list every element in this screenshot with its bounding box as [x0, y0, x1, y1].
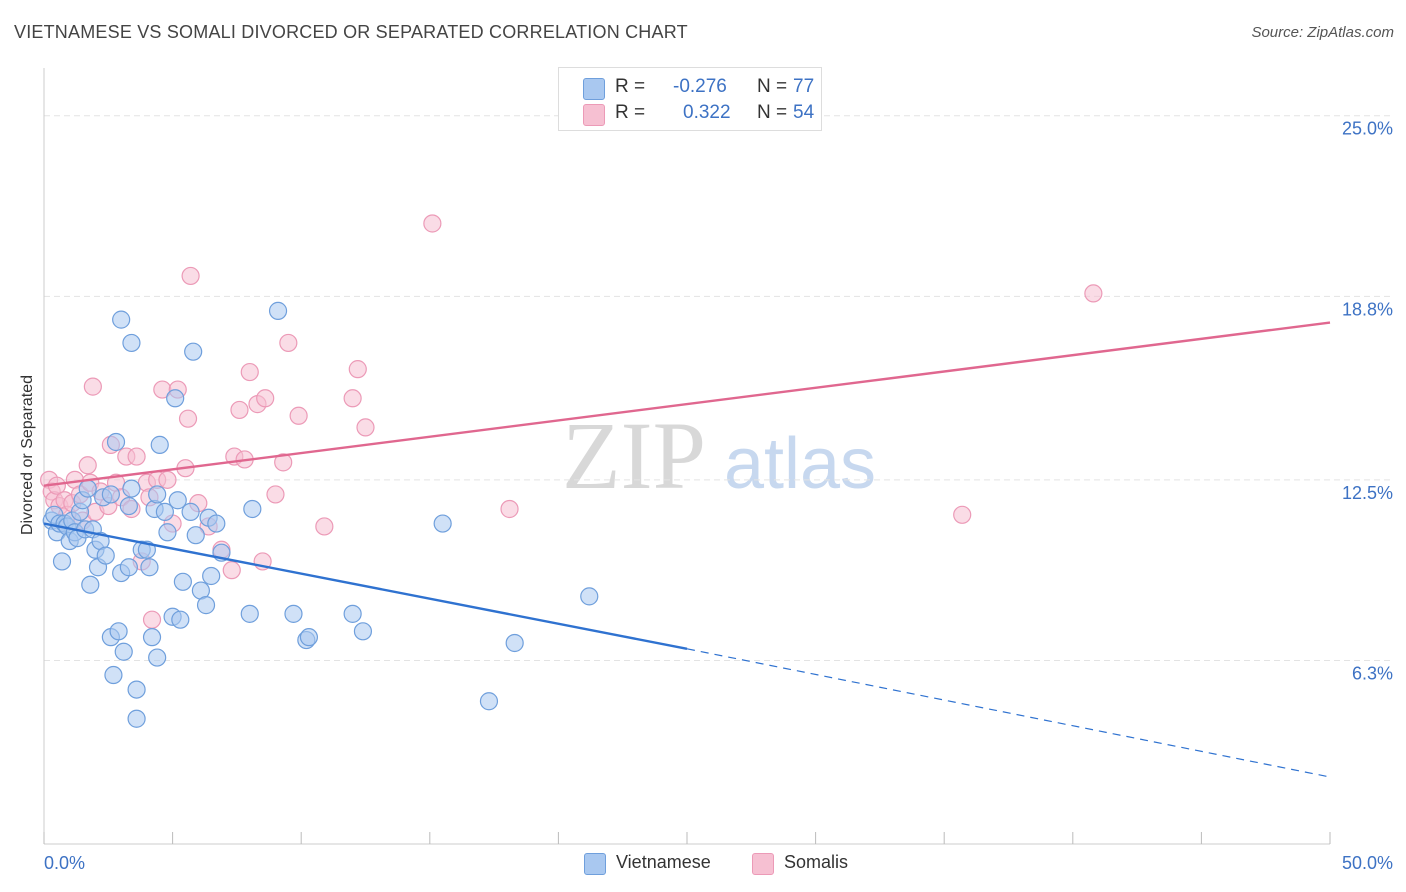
data-point-vietnamese [181, 502, 200, 521]
bottom-legend-label: Somalis [784, 852, 849, 872]
trend-line-somalis [43, 321, 1331, 487]
data-point-vietnamese [140, 558, 159, 577]
data-point-somalis [289, 406, 308, 425]
data-point-vietnamese [207, 514, 226, 533]
legend-swatch-somalis [583, 104, 605, 126]
data-point-somalis [222, 561, 241, 580]
data-point-vietnamese [186, 526, 205, 545]
data-point-vietnamese [142, 628, 162, 647]
data-point-somalis [178, 409, 198, 428]
watermark-atlas: atlas [724, 424, 876, 504]
data-point-vietnamese [119, 558, 138, 577]
legend-swatch-vietnamese [583, 78, 605, 100]
data-point-somalis [279, 333, 298, 353]
data-point-somalis [343, 389, 362, 408]
data-point-vietnamese [168, 491, 187, 510]
data-point-somalis [230, 400, 249, 420]
data-point-vietnamese [433, 514, 452, 533]
data-point-vietnamese [155, 502, 174, 521]
data-point-vietnamese [114, 642, 133, 661]
data-point-somalis [256, 389, 275, 408]
data-point-vietnamese [173, 572, 192, 591]
y-tick-label: 18.8% [1342, 299, 1393, 319]
data-point-somalis [266, 485, 285, 504]
x-tick-label: 50.0% [1342, 853, 1393, 873]
data-point-somalis [142, 610, 162, 629]
data-point-vietnamese [148, 485, 167, 504]
legend-r-label: R = [615, 76, 646, 97]
data-point-vietnamese [81, 575, 100, 594]
bottom-legend-label: Vietnamese [616, 852, 711, 872]
data-point-vietnamese [268, 301, 288, 320]
chart-title: VIETNAMESE VS SOMALI DIVORCED OR SEPARAT… [14, 22, 688, 42]
data-point-vietnamese [52, 552, 72, 571]
bottom-legend-swatch [584, 853, 606, 875]
data-point-vietnamese [580, 587, 599, 606]
data-point-somalis [356, 418, 375, 437]
data-point-vietnamese [148, 648, 167, 667]
y-tick-label: 6.3% [1352, 663, 1393, 683]
data-point-somalis [158, 470, 177, 489]
data-point-vietnamese [343, 604, 362, 623]
data-point-vietnamese [101, 485, 120, 504]
data-point-vietnamese [196, 596, 216, 615]
data-point-vietnamese [166, 389, 185, 408]
data-point-vietnamese [150, 435, 169, 454]
watermark-zip: ZIP [562, 402, 706, 509]
data-point-somalis [423, 214, 442, 233]
data-point-somalis [240, 362, 259, 382]
data-point-vietnamese [240, 604, 259, 623]
data-point-vietnamese [127, 680, 146, 699]
data-point-vietnamese [112, 310, 131, 329]
data-point-somalis [127, 447, 146, 466]
data-point-vietnamese [158, 523, 177, 542]
x-tick-label: 0.0% [44, 853, 85, 873]
data-point-vietnamese [122, 479, 141, 498]
correlation-legend: R = -0.276 N = 77 R = 0.322 N = 54 [558, 67, 822, 131]
data-point-somalis [83, 377, 102, 396]
data-point-vietnamese [78, 479, 97, 498]
data-point-somalis [274, 453, 293, 472]
legend-r-value: -0.276 [673, 76, 727, 97]
legend-n-label: N = [757, 76, 788, 97]
data-point-vietnamese [119, 496, 138, 516]
data-point-vietnamese [479, 692, 499, 711]
data-point-vietnamese [109, 622, 128, 641]
data-point-vietnamese [353, 622, 373, 641]
legend-n-value: 54 [793, 102, 815, 123]
data-point-vietnamese [202, 566, 221, 586]
data-point-vietnamese [127, 709, 146, 728]
trend-line-extension-vietnamese [686, 648, 1331, 778]
data-point-somalis [1084, 284, 1103, 303]
source-note: Source: ZipAtlas.com [1251, 24, 1394, 41]
data-point-somalis [315, 517, 334, 536]
trend-line-vietnamese [43, 522, 688, 650]
data-point-somalis [348, 360, 367, 379]
data-point-vietnamese [96, 546, 115, 565]
data-point-vietnamese [122, 333, 141, 353]
data-point-vietnamese [243, 499, 262, 519]
data-point-vietnamese [184, 342, 203, 361]
data-point-somalis [500, 499, 519, 519]
data-point-vietnamese [106, 432, 126, 452]
legend-r-label: R = [615, 102, 646, 123]
legend-n-label: N = [757, 102, 788, 123]
legend-n-value: 77 [793, 76, 815, 97]
legend-r-value: 0.322 [683, 102, 731, 123]
data-point-vietnamese [284, 604, 303, 623]
data-point-vietnamese [505, 633, 524, 653]
data-point-vietnamese [299, 628, 319, 647]
y-tick-label: 12.5% [1342, 483, 1393, 503]
data-point-somalis [181, 266, 200, 286]
bottom-legend-swatch [752, 853, 774, 875]
data-point-vietnamese [171, 610, 190, 629]
y-tick-label: 25.0% [1342, 119, 1393, 139]
data-point-somalis [953, 505, 972, 524]
data-point-somalis [78, 456, 97, 475]
data-point-vietnamese [104, 665, 123, 685]
